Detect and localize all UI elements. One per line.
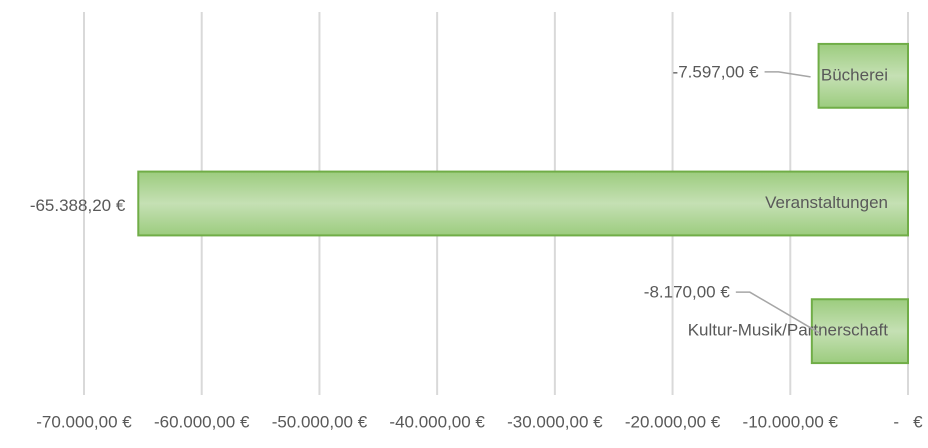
value-label: -7.597,00 € bbox=[673, 62, 760, 81]
x-tick-label: -50.000,00 € bbox=[272, 412, 368, 431]
x-tick-label: -70.000,00 € bbox=[36, 412, 132, 431]
bar bbox=[137, 170, 909, 237]
category-label: Veranstaltungen bbox=[765, 193, 888, 212]
category-label: Kultur-Musik/Partnerschaft bbox=[688, 321, 889, 340]
x-tick-label: -60.000,00 € bbox=[154, 412, 250, 431]
value-label: -65.388,20 € bbox=[30, 196, 126, 215]
x-tick-label: -30.000,00 € bbox=[507, 412, 603, 431]
x-tick-label: -20.000,00 € bbox=[625, 412, 721, 431]
leader-line bbox=[764, 71, 811, 78]
bar bbox=[817, 42, 909, 109]
x-tick-label: -10.000,00 € bbox=[743, 412, 839, 431]
x-tick-label: -40.000,00 € bbox=[389, 412, 485, 431]
value-label: -8.170,00 € bbox=[644, 283, 731, 302]
x-tick-label: - € bbox=[893, 412, 923, 431]
leader-line bbox=[735, 291, 821, 334]
bar bbox=[810, 298, 910, 365]
category-label: Bücherei bbox=[821, 65, 888, 84]
